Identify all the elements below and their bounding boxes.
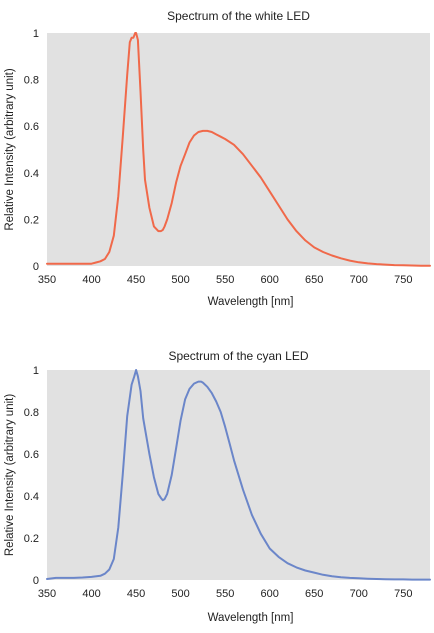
white-led-chart-title: Spectrum of the white LED — [167, 9, 310, 23]
cyan-led-panel: Spectrum of the cyan LED 350 400 450 500 550 6… — [4, 349, 431, 624]
cyan-led-y-tick-label: 0 — [33, 575, 39, 587]
cyan-led-y-tick-label: 0.2 — [24, 533, 39, 545]
cyan-led-x-axis-title: Wavelength [nm] — [208, 612, 294, 624]
white-led-x-axis-title: Wavelength [nm] — [208, 296, 294, 308]
white-led-x-tick-label: 550 — [216, 274, 234, 286]
white-led-panel: Spectrum of the white LED 350 400 450 500 550… — [4, 9, 431, 308]
white-led-y-tick-label: 0.6 — [24, 121, 39, 133]
white-led-x-tick-label: 500 — [171, 274, 189, 286]
white-led-y-tick-label: 0.2 — [24, 214, 39, 226]
cyan-led-x-tick-label: 650 — [305, 588, 323, 600]
cyan-led-x-tick-label: 600 — [260, 588, 278, 600]
cyan-led-chart-title: Spectrum of the cyan LED — [168, 349, 308, 363]
white-led-x-tick-label: 450 — [127, 274, 145, 286]
white-led-y-tick-label: 0.4 — [24, 168, 39, 180]
cyan-led-y-tick-label: 0.4 — [24, 491, 39, 503]
white-led-x-tick-label: 400 — [82, 274, 100, 286]
cyan-led-x-tick-label: 550 — [216, 588, 234, 600]
cyan-led-x-tick-label: 500 — [171, 588, 189, 600]
cyan-led-x-tick-label: 450 — [127, 588, 145, 600]
white-led-x-tick-label: 350 — [38, 274, 56, 286]
white-led-x-tick-label: 650 — [305, 274, 323, 286]
white-led-spectrum-line — [46, 32, 431, 267]
cyan-led-x-tick-label: 400 — [82, 588, 100, 600]
cyan-led-x-tick-label: 750 — [394, 588, 412, 600]
cyan-led-y-tick-label: 0.8 — [24, 407, 39, 419]
cyan-led-x-tick-label: 700 — [350, 588, 368, 600]
cyan-led-y-tick-label: 0.6 — [24, 449, 39, 461]
cyan-led-x-tick-label: 350 — [38, 588, 56, 600]
white-led-y-tick-label: 0 — [33, 261, 39, 273]
white-led-x-tick-label: 600 — [260, 274, 278, 286]
white-led-x-tick-label: 700 — [350, 274, 368, 286]
white-led-y-tick-label: 0.8 — [24, 75, 39, 87]
white-led-x-tick-label: 750 — [394, 274, 412, 286]
cyan-led-y-axis-title: Relative Intensity (arbitrary unit) — [4, 394, 16, 557]
cyan-led-y-tick-label: 1 — [33, 365, 39, 377]
cyan-led-spectrum-line — [46, 369, 431, 581]
white-led-y-tick-label: 1 — [33, 28, 39, 40]
white-led-y-axis-title: Relative Intensity (arbitrary unit) — [4, 68, 16, 231]
